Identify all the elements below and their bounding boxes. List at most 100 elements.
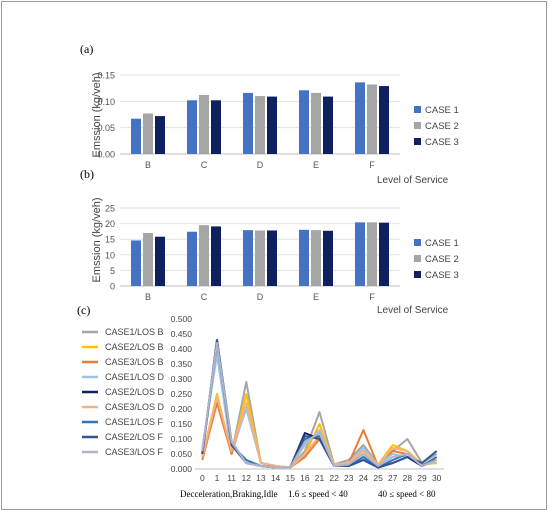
panel-c-ytick-label: 0.400 <box>171 344 193 354</box>
panel-b-ylabel: Emssion (kg/veh) <box>91 198 103 283</box>
panel-c-xtick-label: 29 <box>417 473 427 483</box>
panel-b-bar <box>379 222 389 286</box>
panel-b-bar <box>143 232 153 286</box>
panel-a-bar <box>379 86 389 154</box>
panel-b-bar <box>131 240 141 286</box>
panel-b-bar <box>211 226 221 286</box>
panel-c-ytick-label: 0.250 <box>171 389 193 399</box>
panel-a-bar <box>131 118 141 154</box>
panel-c-legend-label: CASE1/LOS F <box>105 417 164 427</box>
panel-c-ytick-label: 0.100 <box>171 434 193 444</box>
panel-b-legend-label: CASE 3 <box>425 270 459 281</box>
panel-c-ytick-label: 0.150 <box>171 419 193 429</box>
panel-a-legend-swatch <box>414 138 421 145</box>
panel-a-bar <box>299 90 309 154</box>
panel-c: (c) Decceleration,Braking,Idle 1.6 ≤ spe… <box>77 303 444 499</box>
panel-b-ytick-label: 15 <box>105 235 115 245</box>
panel-b-legend-swatch <box>414 239 421 246</box>
panel-c-ytick-label: 0.450 <box>171 329 193 339</box>
panel-a-bar <box>267 96 277 154</box>
panel-b-legend-swatch <box>414 271 421 278</box>
panel-b-bar <box>199 225 209 286</box>
panel-b-xtick-label: C <box>201 292 208 302</box>
panel-c-ytick-label: 0.200 <box>171 404 193 414</box>
panel-a-bar <box>187 100 197 154</box>
panel-a-xlabel: Level of Service <box>377 175 449 186</box>
panel-b-bar <box>243 230 253 286</box>
panel-c-ytick-label: 0.300 <box>171 374 193 384</box>
panel-c-legend-label: CASE2/LOS B <box>105 342 164 352</box>
panel-b-bar <box>255 230 265 286</box>
panel-c-ytick-label: 0.000 <box>171 464 193 474</box>
panel-c-xtick-label: 1 <box>215 473 220 483</box>
panel-b-ytick-label: 10 <box>105 250 115 260</box>
panel-c-xtick-label: 30 <box>432 473 442 483</box>
panel-c-xtick-label: 25 <box>373 473 383 483</box>
panel-c-legend-label: CASE3/LOS F <box>105 447 164 457</box>
panel-a-legend-label: CASE 1 <box>425 105 459 116</box>
panel-b-bar <box>311 230 321 286</box>
panel-b-bar <box>355 222 365 286</box>
panel-b-ytick-label: 0 <box>110 282 115 292</box>
panel-b-ytick-label: 20 <box>105 219 115 229</box>
panel-a-tag: (a) <box>80 42 93 56</box>
panel-a-bar <box>355 82 365 154</box>
panel-a-bar <box>143 113 153 154</box>
panel-c-xtick-label: 13 <box>256 473 266 483</box>
panel-b-bar <box>155 236 165 286</box>
panel-c-legend-label: CASE3/LOS B <box>105 357 164 367</box>
panel-b-legend-label: CASE 2 <box>425 254 459 265</box>
panel-a-xtick-label: B <box>145 160 151 170</box>
panel-a-bar <box>199 95 209 154</box>
panel-c-ytick-label: 0.050 <box>171 449 193 459</box>
panel-c-xtick-label: 23 <box>344 473 354 483</box>
panel-c-xtick-label: 12 <box>242 473 252 483</box>
panel-b-ytick-label: 25 <box>105 204 115 214</box>
panel-a-legend-label: CASE 2 <box>425 121 459 132</box>
panel-c-legend-label: CASE1/LOS D <box>105 372 165 382</box>
panel-c-ytick-label: 0.500 <box>171 314 193 324</box>
panel-a-legend-swatch <box>414 122 421 129</box>
panel-c-legend-label: CASE2/LOS F <box>105 432 164 442</box>
panel-b-xtick-label: B <box>145 292 151 302</box>
panel-a-xtick-label: D <box>257 160 264 170</box>
group-label-mid-speed: 40 ≤ speed < 80 <box>378 489 436 499</box>
panel-b-ytick-label: 5 <box>110 266 115 276</box>
panel-a-bar <box>211 100 221 154</box>
panel-b-legend-label: CASE 1 <box>425 238 459 249</box>
figure-frame: (a) Emssion (kg/veh) Level of Service 0.… <box>1 1 547 510</box>
panel-a-bar <box>255 96 265 154</box>
panel-c-xtick-label: 16 <box>300 473 310 483</box>
panel-a-bar <box>311 92 321 154</box>
panel-b-bar <box>323 230 333 286</box>
panel-c-tag: (c) <box>77 303 90 317</box>
panel-a-ytick-label: 0.05 <box>97 123 115 133</box>
panel-b-xtick-label: D <box>257 292 264 302</box>
panel-a-bar <box>323 96 333 154</box>
panel-b-legend-swatch <box>414 255 421 262</box>
group-label-low-speed: 1.6 ≤ speed < 40 <box>288 489 348 499</box>
panel-c-legend-label: CASE2/LOS D <box>105 387 165 397</box>
panel-a-xtick-label: C <box>201 160 208 170</box>
panel-c-xtick-label: 0 <box>200 473 205 483</box>
figure-canvas: (a) Emssion (kg/veh) Level of Service 0.… <box>77 42 459 499</box>
panel-a-ytick-label: 0.00 <box>97 150 115 160</box>
panel-a-xtick-label: F <box>369 160 375 170</box>
panel-b: (b) Emssion (kg/veh) Level of Service 0 5… <box>80 167 459 316</box>
panel-b-bar <box>367 222 377 286</box>
panel-b-bar <box>299 229 309 286</box>
panel-c-xtick-label: 27 <box>388 473 398 483</box>
panel-c-xtick-label: 15 <box>285 473 295 483</box>
panel-c-xtick-label: 28 <box>403 473 413 483</box>
panel-a-legend-label: CASE 3 <box>425 137 459 148</box>
panel-a-ytick-label: 0.15 <box>97 71 115 81</box>
panel-b-xlabel: Level of Service <box>377 305 449 316</box>
panel-a-bar <box>155 116 165 154</box>
panel-a-ylabel: Emssion (kg/veh) <box>91 73 103 158</box>
panel-c-xtick-label: 11 <box>227 473 236 483</box>
panel-c-xtick-label: 22 <box>329 473 339 483</box>
panel-a-ytick-label: 0.10 <box>97 97 115 107</box>
panel-a-bar <box>367 84 377 154</box>
panel-c-series-line <box>201 393 437 469</box>
panel-c-xtick-label: 24 <box>359 473 369 483</box>
